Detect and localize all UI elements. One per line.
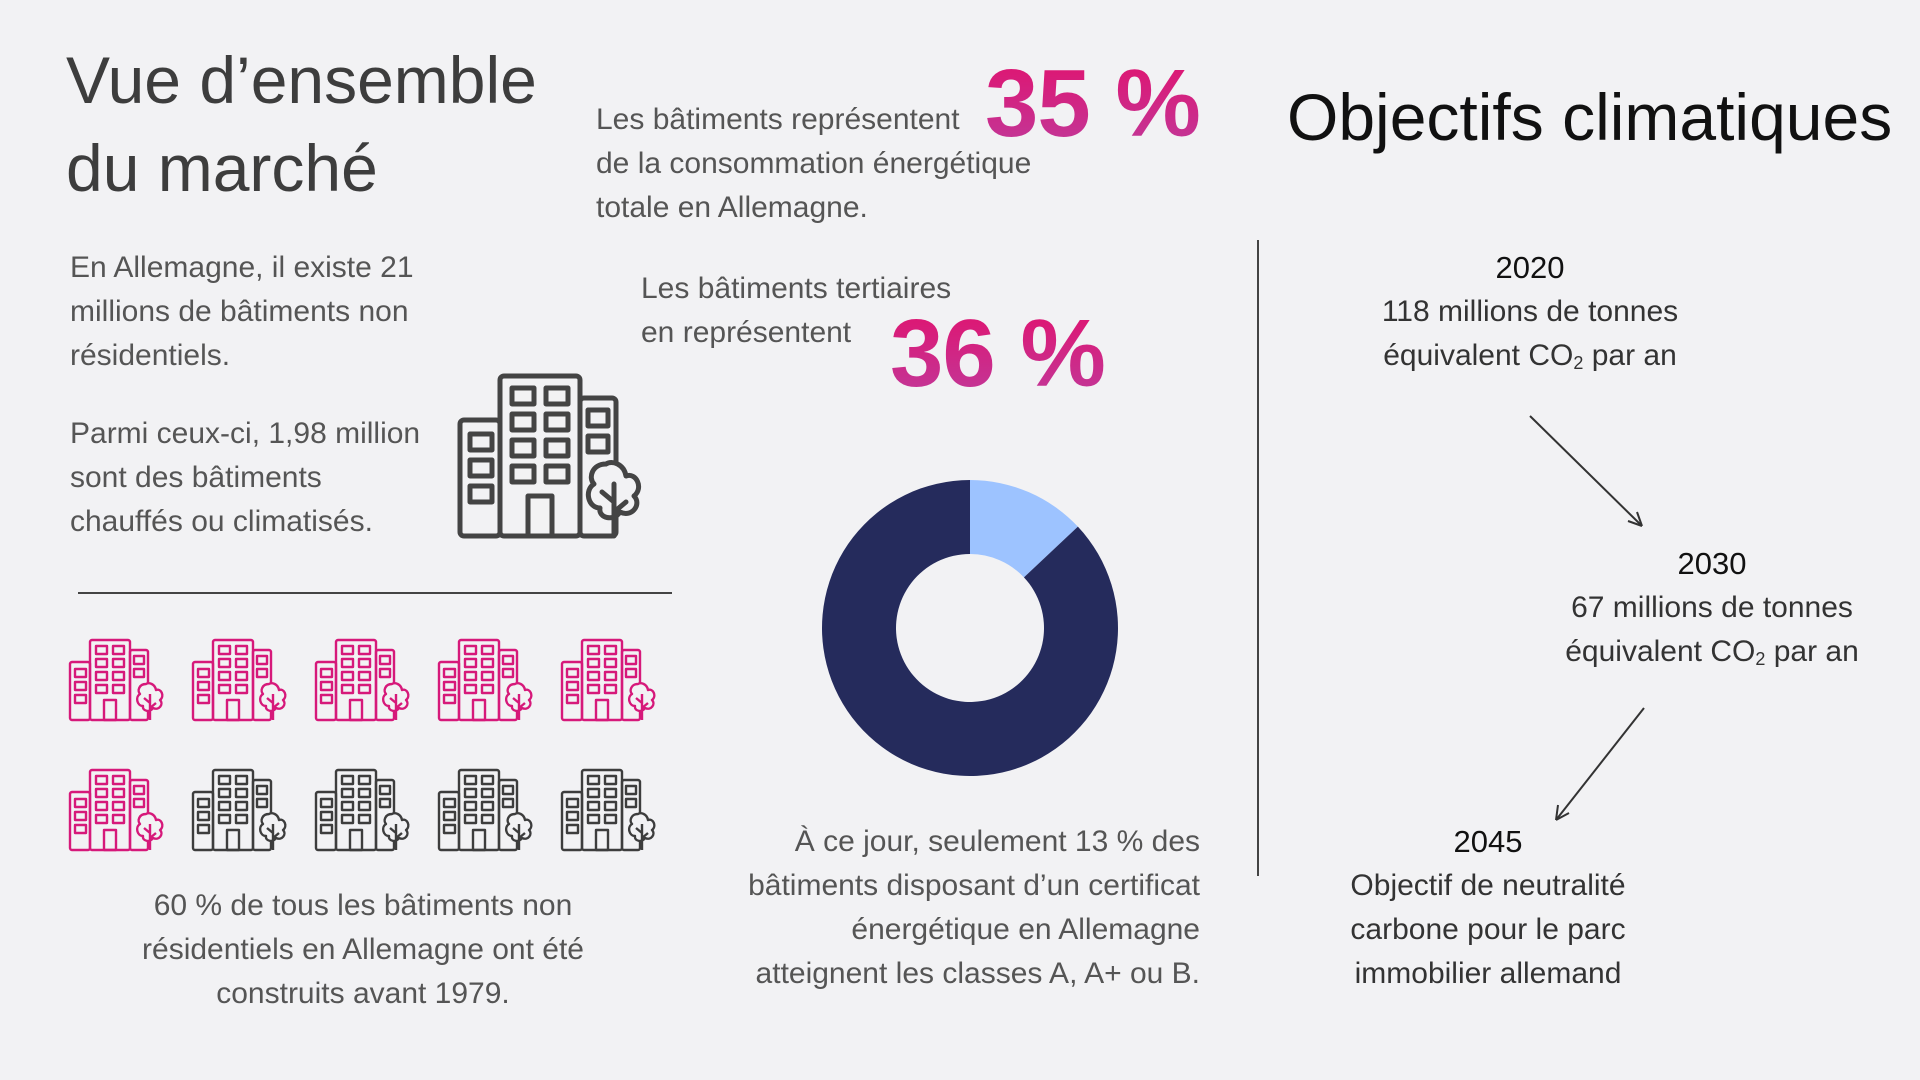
tertiary-pct: 36 % (890, 300, 1106, 407)
building-icon (314, 768, 410, 852)
building-icon (560, 768, 656, 852)
certificate-line2: bâtiments disposant d’un certificat (748, 869, 1200, 902)
heated-line3: chauffés ou climatisés. (70, 505, 373, 538)
arrow-down-right-icon (1529, 415, 1643, 527)
milestone-2030: 2030 67 millions de tonnes équivalent CO… (1512, 542, 1912, 681)
milestone-2020: 2020 118 millions de tonnes équivalent C… (1330, 246, 1730, 385)
building-icon (191, 768, 287, 852)
energy-total-line2: de la consommation énergétique (596, 147, 1032, 180)
certificate-line4: atteignent les classes A, A+ ou B. (755, 957, 1200, 990)
milestone-2045-line3: immobilier allemand (1354, 957, 1622, 990)
milestone-2045: 2045 Objectif de neutralité carbone pour… (1288, 820, 1688, 996)
energy-total-line1: Les bâtiments représentent (596, 103, 960, 136)
building-icon (560, 638, 656, 722)
milestone-2020-line2: équivalent CO2 par an (1383, 339, 1677, 373)
energy-total-text: Les bâtiments représentent de la consomm… (596, 98, 1031, 230)
tertiary-line1: Les bâtiments tertiaires (641, 272, 952, 305)
milestone-2020-year: 2020 (1495, 250, 1565, 285)
building-icon (314, 638, 410, 722)
overview-title-line2: du marché (66, 131, 378, 205)
certificate-line1: À ce jour, seulement 13 % des (794, 825, 1200, 858)
building-tree-icon (457, 373, 641, 539)
overview-title-line1: Vue d’ensemble (66, 43, 537, 117)
donut-slice-1 (822, 480, 1118, 776)
heated-line2: sont des bâtiments (70, 461, 322, 494)
heated-line1: Parmi ceux-ci, 1,98 million (70, 417, 421, 450)
existence-line2: millions de bâtiments non (70, 295, 409, 328)
existence-line3: résidentiels. (70, 339, 231, 372)
building-icon (437, 638, 533, 722)
certificate-line3: énergétique en Allemagne (851, 913, 1200, 946)
before1979-line2: résidentiels en Allemagne ont été (142, 933, 584, 966)
milestone-2045-line2: carbone pour le parc (1350, 913, 1626, 946)
milestone-2045-year: 2045 (1453, 824, 1523, 859)
existence-text: En Allemagne, il existe 21 millions de b… (70, 246, 414, 378)
building-icon (437, 768, 533, 852)
milestone-2030-line1: 67 millions de tonnes (1571, 591, 1853, 624)
milestone-2045-line1: Objectif de neutralité (1350, 869, 1626, 902)
milestone-2030-year: 2030 (1677, 546, 1747, 581)
building-icon (68, 638, 164, 722)
left-divider (78, 592, 672, 594)
milestone-2030-line2: équivalent CO2 par an (1565, 635, 1859, 669)
tertiary-line2: en représentent (641, 316, 852, 349)
heated-text: Parmi ceux-ci, 1,98 million sont des bât… (70, 412, 420, 544)
before1979-line1: 60 % de tous les bâtiments non (153, 889, 573, 922)
milestone-2020-line1: 118 millions de tonnes (1381, 295, 1679, 328)
before1979-line3: construits avant 1979. (216, 977, 510, 1010)
energy-total-pct: 35 % (985, 50, 1201, 157)
energy-total-line3: totale en Allemagne. (596, 191, 868, 224)
building-icon-grid (68, 636, 668, 856)
center-divider (1257, 240, 1259, 876)
climate-title: Objectifs climatiques (1287, 80, 1893, 154)
building-icon (68, 768, 164, 852)
building-icon (191, 638, 287, 722)
arrow-down-left-icon (1555, 707, 1645, 821)
overview-title: Vue d’ensemble du marché (66, 36, 586, 212)
donut-slice-0 (970, 480, 1078, 578)
existence-line1: En Allemagne, il existe 21 (70, 251, 414, 284)
tertiary-text: Les bâtiments tertiaires en représentent (641, 267, 951, 355)
before1979-text: 60 % de tous les bâtiments non résidenti… (98, 884, 628, 1016)
certificate-text: À ce jour, seulement 13 % des bâtiments … (640, 820, 1200, 996)
certificate-donut-chart (822, 480, 1118, 776)
